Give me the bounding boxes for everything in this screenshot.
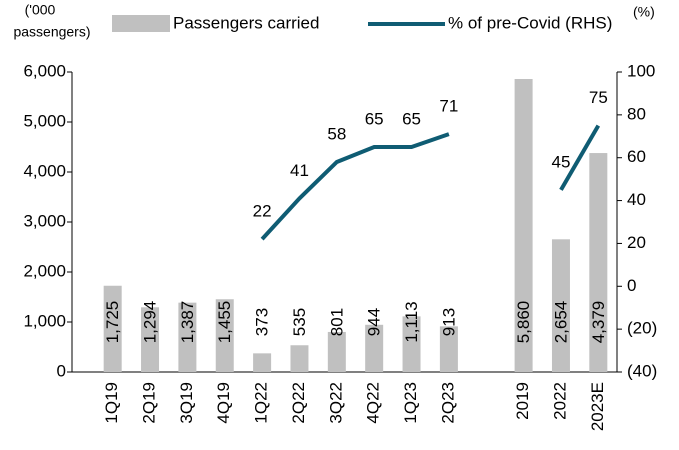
y-tick-label: 2,000: [23, 261, 66, 280]
legend-label: % of pre-Covid (RHS): [448, 13, 612, 32]
y-axis-title: ('000: [25, 2, 56, 18]
x-tick-label: 2Q22: [289, 382, 308, 424]
bar-value-label: 535: [290, 308, 309, 336]
y-axis-title: passengers): [13, 24, 90, 40]
line-value-label: 65: [365, 109, 384, 128]
x-tick-label: 3Q19: [177, 382, 196, 424]
bar-value-label: 373: [253, 308, 272, 336]
line-value-label: 58: [327, 124, 346, 143]
x-tick-label: 2Q23: [438, 382, 457, 424]
x-tick-label: 4Q19: [214, 382, 233, 424]
bar-value-label: 2,654: [551, 301, 570, 344]
bar: [141, 307, 160, 372]
bar: [253, 353, 272, 372]
line-value-label: 71: [439, 97, 458, 116]
legend-label: Passengers carried: [173, 13, 319, 32]
x-tick-label: 2019: [513, 382, 532, 420]
legend-swatch: [112, 15, 170, 32]
y2-axis-title: (%): [633, 4, 655, 20]
y2-tick-label: 80: [627, 104, 646, 123]
line: [260, 132, 450, 241]
bar: [514, 79, 533, 372]
bar: [103, 285, 122, 372]
y-tick-label: 0: [57, 361, 66, 380]
y2-tick-label: 40: [627, 190, 646, 209]
line-value-label: 45: [552, 152, 571, 171]
y2-tick-label: (20): [627, 319, 657, 338]
y-tick-label: 1,000: [23, 311, 66, 330]
line: [559, 124, 601, 191]
x-tick-label: 1Q22: [252, 382, 271, 424]
line-value-label: 22: [253, 202, 272, 221]
bar: [589, 153, 608, 372]
bar: [178, 302, 197, 372]
bar: [290, 345, 309, 372]
bar: [551, 239, 570, 372]
bar-value-label: 1,725: [103, 301, 122, 344]
bar: [439, 326, 458, 372]
y-tick-label: 3,000: [23, 211, 66, 230]
x-tick-label: 4Q22: [364, 382, 383, 424]
y-tick-label: 4,000: [23, 161, 66, 180]
bar-value-label: 5,860: [514, 301, 533, 344]
line-value-label: 41: [290, 161, 309, 180]
bar: [402, 316, 421, 372]
bar-value-label: 1,387: [178, 301, 197, 344]
y-tick-label: 6,000: [23, 61, 66, 80]
y2-tick-label: 0: [627, 276, 636, 295]
x-tick-label: 2022: [550, 382, 569, 420]
y2-tick-label: (40): [627, 361, 657, 380]
y2-tick-label: 100: [627, 61, 655, 80]
bar: [327, 331, 346, 372]
line-value-label: 75: [589, 88, 608, 107]
y2-tick-label: 60: [627, 147, 646, 166]
x-tick-label: 3Q22: [326, 382, 345, 424]
bar-value-label: 4,379: [589, 301, 608, 344]
y-tick-label: 5,000: [23, 111, 66, 130]
x-tick-label: 2Q19: [140, 382, 159, 424]
x-tick-label: 1Q19: [102, 382, 121, 424]
bar: [365, 324, 384, 372]
bar: [215, 299, 234, 372]
bar-value-label: 801: [327, 308, 346, 336]
x-tick-label: 1Q23: [401, 382, 420, 424]
y2-tick-label: 20: [627, 233, 646, 252]
bar-value-label: 1,294: [141, 301, 160, 344]
bar-value-label: 944: [365, 308, 384, 336]
line-value-label: 65: [402, 109, 421, 128]
bar-value-label: 1,455: [215, 301, 234, 344]
x-tick-label: 2023E: [588, 382, 607, 431]
bar-value-label: 913: [439, 308, 458, 336]
bar-value-label: 1,113: [402, 301, 421, 342]
